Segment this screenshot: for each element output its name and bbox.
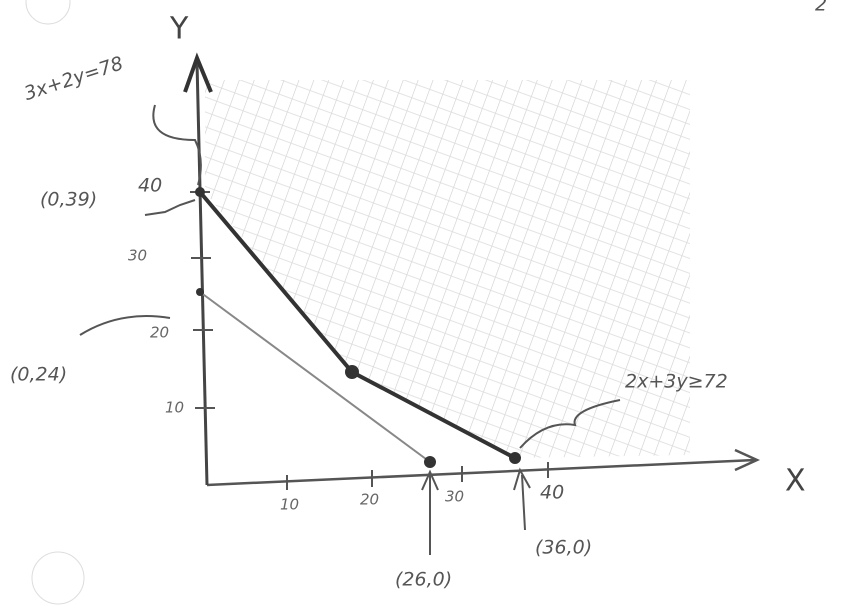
y-tick-label: 40 xyxy=(138,175,162,197)
equation: 3x+2y=78 xyxy=(21,52,125,105)
point-label: (26,0) xyxy=(395,569,452,591)
page-number: 2 xyxy=(815,0,827,16)
x-tick-label: 20 xyxy=(360,491,379,509)
equation: 2x+3y≥72 xyxy=(625,371,728,393)
x-label: X xyxy=(785,464,806,499)
x-tick-label: 40 xyxy=(540,482,564,504)
y-tick-label: 30 xyxy=(128,247,147,265)
y-tick-label: 20 xyxy=(150,324,169,342)
punch-hole xyxy=(26,0,70,24)
x-tick-label: 30 xyxy=(445,488,464,506)
point-label: (36,0) xyxy=(535,537,592,559)
diagram: 2 X Y 10 20 30 40 10 20 30 40 3x+2y=78 2… xyxy=(0,0,843,611)
punch-hole xyxy=(32,552,84,604)
point-label: (0,24) xyxy=(10,364,67,386)
y-label: Y xyxy=(169,12,189,47)
y-tick-label: 10 xyxy=(165,399,184,417)
x-tick-label: 10 xyxy=(280,496,299,514)
point-label: (0,39) xyxy=(40,189,97,211)
x-axis xyxy=(207,460,755,485)
